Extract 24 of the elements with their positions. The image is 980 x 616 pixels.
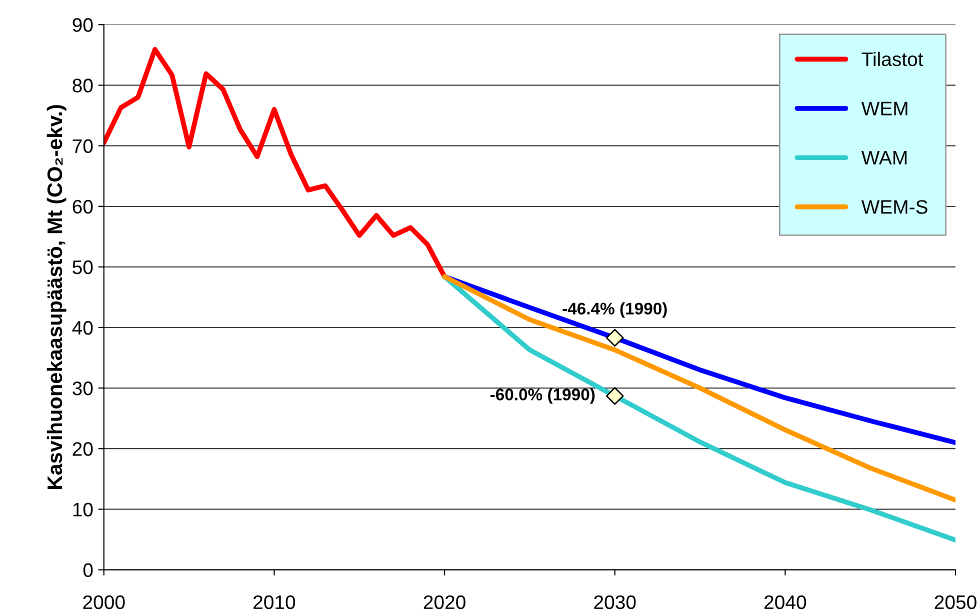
x-tick-label: 2000	[83, 595, 125, 610]
x-tick-label: 2010	[254, 595, 296, 610]
y-tick-label: 50	[72, 260, 93, 274]
legend-label: WAM	[861, 151, 907, 164]
legend-label: Tilastot	[862, 52, 924, 66]
y-tick-label: 40	[72, 320, 93, 335]
x-tick-label: 2030	[594, 595, 636, 610]
y-tick-label: 0	[83, 563, 93, 578]
y-tick-label: 60	[72, 200, 93, 214]
x-tick-label: 2050	[934, 595, 976, 610]
annotation: -60.0% (1990)	[490, 388, 595, 404]
y-tick-label: 90	[72, 18, 93, 32]
y-tick-label: 10	[73, 502, 93, 516]
y-axis-title: Kasvihuonekaasupäästö, Mt (CO₂-ekv.)	[46, 105, 66, 489]
y-tick-label: 70	[72, 139, 93, 154]
y-tick-label: 30	[72, 382, 93, 396]
y-tick-label: 80	[72, 78, 93, 92]
x-tick-label: 2040	[764, 595, 806, 610]
x-tick-label: 2020	[424, 595, 466, 610]
line-series	[104, 47, 447, 280]
legend-label: WEM-S	[861, 200, 928, 214]
y-tick-label: 20	[72, 442, 93, 456]
legend-label: WEM	[861, 102, 908, 116]
annotation: -46.4% (1990)	[562, 302, 667, 318]
